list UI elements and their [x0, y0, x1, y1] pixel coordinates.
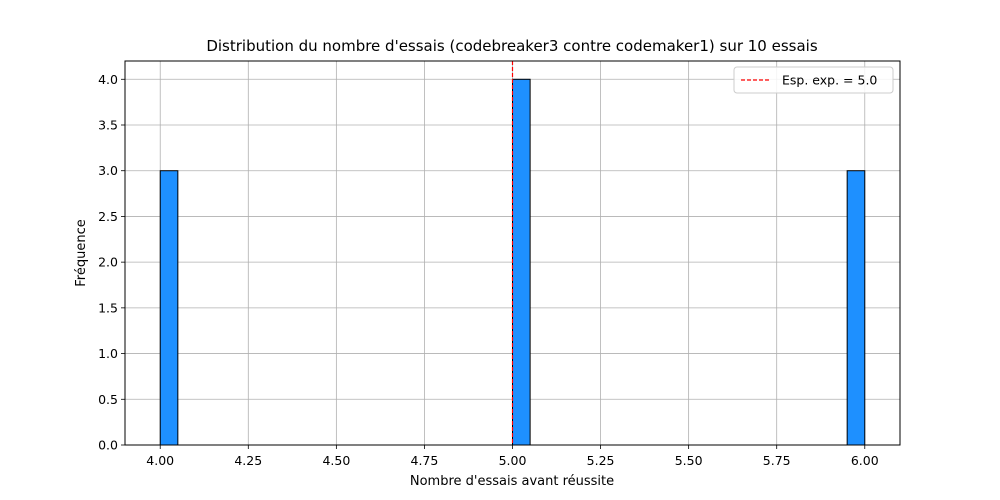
x-tick-label: 5.75 — [763, 453, 791, 468]
y-tick-label: 2.0 — [98, 255, 118, 270]
chart-title: Distribution du nombre d'essais (codebre… — [206, 37, 818, 55]
x-tick-label: 5.50 — [675, 453, 703, 468]
y-tick-label: 0.5 — [98, 392, 118, 407]
x-tick-label: 4.00 — [146, 453, 174, 468]
y-tick-label: 1.0 — [98, 346, 118, 361]
x-tick-label: 4.25 — [234, 453, 262, 468]
y-tick-label: 0.0 — [98, 438, 118, 453]
histogram-bar — [846, 170, 866, 446]
histogram-bar — [159, 170, 179, 446]
x-tick-label: 5.00 — [499, 453, 527, 468]
y-tick-label: 1.5 — [98, 300, 118, 315]
x-tick-label: 5.25 — [587, 453, 615, 468]
ticks: 4.00 4.25 4.50 4.75 5.00 5.25 5.50 5.75 6.00 0.0 0… — [98, 72, 879, 468]
y-axis-label: Fréquence — [74, 219, 89, 286]
y-tick-label: 3.0 — [98, 163, 118, 178]
legend-box — [733, 66, 894, 94]
x-tick-label: 6.00 — [851, 453, 879, 468]
legend-label: Esp. exp. = 5.0 — [782, 73, 877, 88]
x-axis-label: Nombre d'essais avant réussite — [410, 474, 614, 489]
y-tick-label: 2.5 — [98, 209, 118, 224]
y-tick-label: 4.0 — [98, 72, 118, 87]
histogram-bar — [512, 78, 531, 446]
x-tick-label: 4.75 — [411, 453, 439, 468]
y-tick-label: 3.5 — [98, 118, 118, 133]
x-tick-label: 4.50 — [322, 453, 350, 468]
legend: Esp. exp. = 5.0 — [733, 66, 894, 94]
